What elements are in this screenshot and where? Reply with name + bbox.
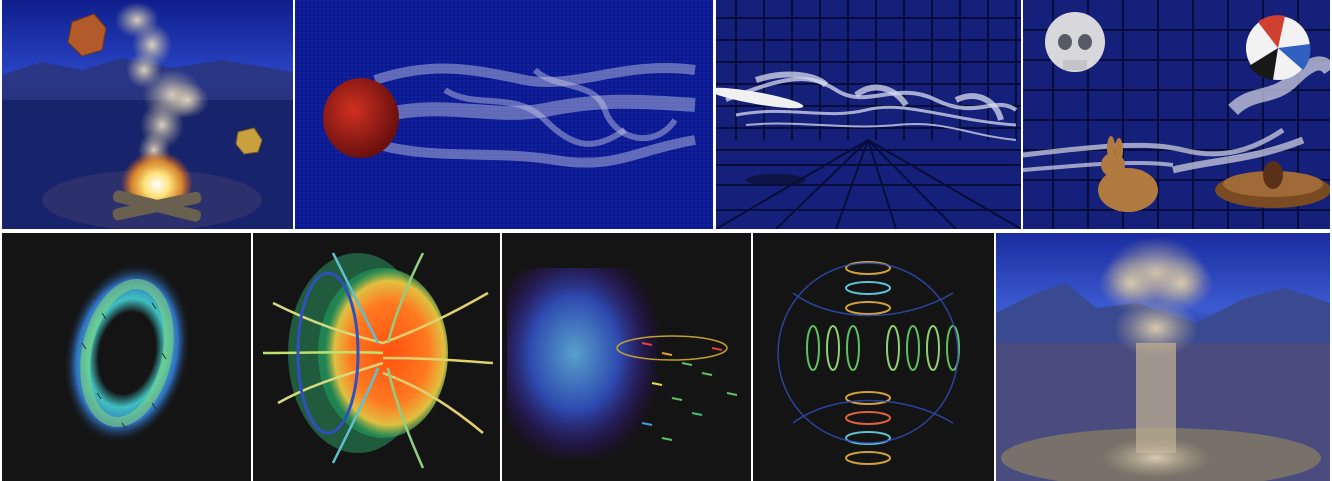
mushroom-scene [996,233,1330,481]
wing-scene [716,0,1021,229]
fire-glow [121,144,193,212]
campfire-scene [2,0,293,229]
floating-polyhedron-small [235,127,263,155]
volume-scene [502,233,751,481]
beach-ball [1246,15,1311,80]
smoke-trails [725,71,1018,141]
skull [1045,12,1105,72]
skull-bunny-smoke-panel [1023,0,1330,229]
smoke-column [115,2,209,168]
wing-smoke-trails-panel [716,0,1021,229]
bunny [1098,136,1158,212]
sphere-wake-scene [295,0,713,229]
field-lines-scene [253,233,500,481]
red-sphere [323,78,399,158]
floor-grid [716,139,1021,229]
outer-streamlines [777,262,959,444]
floating-polyhedron-large [67,13,107,57]
field-lines [262,252,494,469]
helix-scene [753,233,994,481]
campfire-smoke-panel [2,0,293,229]
mushroom-cloud [1099,237,1213,478]
logs [112,190,202,222]
volume-block [507,268,657,458]
vector-field-arrows [641,342,738,441]
helix-vertical [845,261,891,465]
wooden-dish [1215,161,1330,208]
helix-horizontal [806,325,960,371]
objects-scene [1023,0,1330,229]
volume-vector-field-panel [502,233,751,481]
vector-glyphs [81,292,167,430]
wing [716,87,804,109]
mushroom-cloud-panel [996,233,1330,481]
sphere-smoke-wake-panel [295,0,713,229]
smoke-wake [373,62,696,168]
wing-shadow [746,174,806,186]
vortex-ring-vectors-panel [2,233,251,481]
vortex-ring-scene [2,233,251,481]
field-lines-sphere-panel [253,233,500,481]
helical-streamlines-panel [753,233,994,481]
orbit-ring [616,335,728,361]
